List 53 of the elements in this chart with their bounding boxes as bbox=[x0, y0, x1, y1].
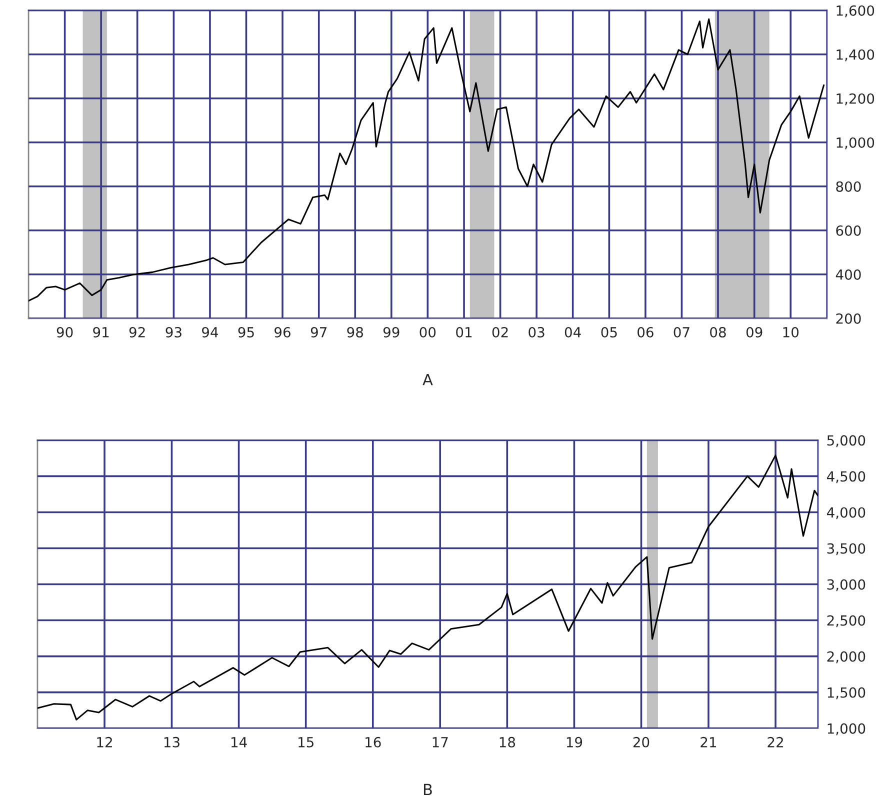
y-tick-label: 2,500 bbox=[827, 615, 866, 628]
x-tick-label: 15 bbox=[298, 737, 314, 748]
x-tick-label: 99 bbox=[383, 326, 400, 338]
y-tick-label: 1,400 bbox=[836, 49, 874, 62]
x-tick-label: 02 bbox=[492, 326, 508, 338]
x-tick-label: 19 bbox=[566, 736, 582, 748]
x-tick-label: 96 bbox=[274, 326, 290, 338]
y-tick-label: 200 bbox=[836, 313, 861, 324]
x-tick-label: 92 bbox=[129, 326, 145, 338]
y-tick-label: 1,600 bbox=[836, 5, 874, 18]
x-tick-label: 94 bbox=[202, 326, 218, 338]
y-tick-label: 1,000 bbox=[828, 723, 866, 736]
x-tick-label: 91 bbox=[93, 326, 109, 338]
x-tick-label: 20 bbox=[633, 736, 650, 748]
y-tick-label: 4,000 bbox=[826, 507, 866, 520]
x-tick-label: 90 bbox=[56, 326, 73, 338]
x-tick-label: 17 bbox=[432, 737, 448, 748]
y-tick-label: 2,000 bbox=[827, 651, 866, 664]
x-tick-label: 01 bbox=[456, 326, 472, 338]
x-tick-label: 07 bbox=[674, 326, 690, 338]
x-tick-label: 95 bbox=[238, 326, 254, 338]
x-tick-label: 03 bbox=[528, 326, 544, 338]
x-tick-label: 09 bbox=[746, 326, 762, 338]
y-tick-label: 4,500 bbox=[826, 471, 866, 484]
x-axis-title: B bbox=[424, 784, 432, 796]
y-tick-label: 1,500 bbox=[828, 687, 866, 700]
x-tick-label: 93 bbox=[166, 326, 182, 338]
line-series bbox=[28, 18, 825, 302]
line-series bbox=[37, 454, 818, 720]
x-tick-label: 97 bbox=[310, 326, 327, 338]
x-tick-label: 22 bbox=[768, 736, 783, 748]
y-tick-label: 400 bbox=[836, 269, 861, 280]
x-tick-label: 08 bbox=[710, 326, 726, 338]
y-tick-label: 3,000 bbox=[827, 579, 866, 592]
x-tick-label: 18 bbox=[500, 736, 516, 748]
y-tick-label: 600 bbox=[836, 225, 861, 236]
x-tick-label: 98 bbox=[347, 326, 364, 338]
x-tick-label: 04 bbox=[564, 326, 581, 338]
x-tick-label: 14 bbox=[231, 737, 247, 748]
y-tick-label: 3,500 bbox=[827, 543, 866, 556]
y-tick-label: 1,200 bbox=[836, 93, 874, 106]
x-tick-label: 00 bbox=[420, 326, 436, 338]
x-tick-label: 12 bbox=[97, 736, 112, 748]
y-tick-label: 800 bbox=[836, 181, 861, 192]
y-tick-label: 5,000 bbox=[827, 435, 866, 448]
x-tick-label: 21 bbox=[700, 736, 716, 748]
x-tick-label: 05 bbox=[601, 326, 617, 338]
x-tick-label: 06 bbox=[638, 326, 654, 338]
x-tick-label: 16 bbox=[366, 736, 381, 748]
x-tick-label: 13 bbox=[164, 736, 180, 748]
x-tick-label: 10 bbox=[783, 326, 799, 338]
y-tick-label: 1,000 bbox=[836, 137, 874, 150]
x-axis-title: A bbox=[422, 374, 433, 386]
